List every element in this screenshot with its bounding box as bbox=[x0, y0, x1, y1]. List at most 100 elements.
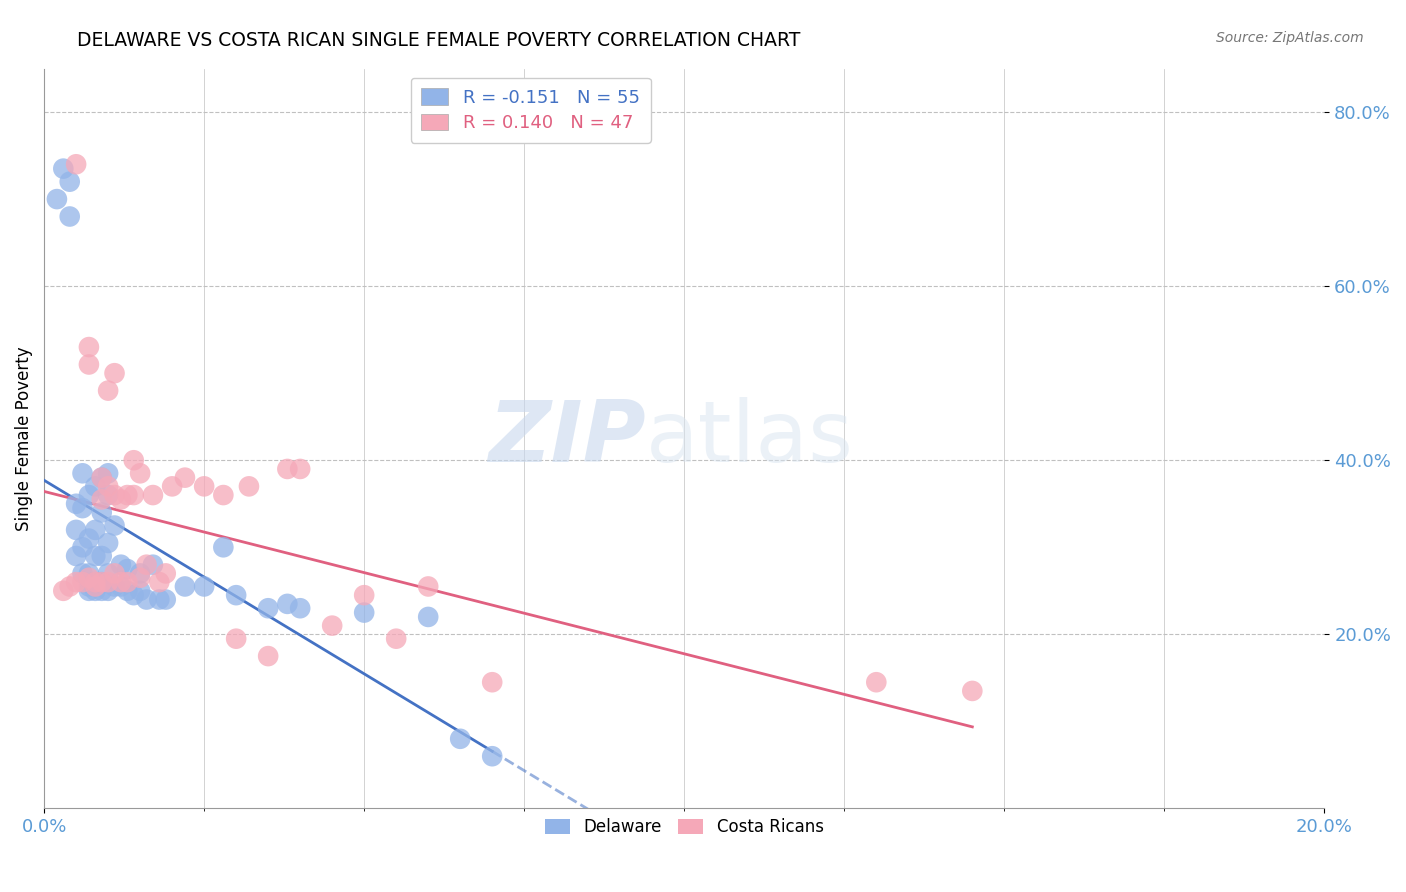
Point bbox=[84, 575, 107, 590]
Point bbox=[103, 518, 125, 533]
Point bbox=[117, 575, 139, 590]
Point bbox=[865, 675, 887, 690]
Point bbox=[288, 462, 311, 476]
Point bbox=[97, 566, 120, 581]
Point bbox=[45, 192, 67, 206]
Point bbox=[117, 488, 139, 502]
Point bbox=[97, 583, 120, 598]
Point bbox=[90, 470, 112, 484]
Point bbox=[77, 579, 100, 593]
Text: ZIP: ZIP bbox=[488, 397, 645, 480]
Point bbox=[110, 492, 132, 507]
Point bbox=[77, 358, 100, 372]
Point bbox=[276, 462, 298, 476]
Point bbox=[122, 588, 145, 602]
Point bbox=[174, 470, 197, 484]
Text: Source: ZipAtlas.com: Source: ZipAtlas.com bbox=[1216, 31, 1364, 45]
Point bbox=[72, 541, 94, 555]
Point bbox=[52, 583, 75, 598]
Point bbox=[212, 541, 235, 555]
Point bbox=[117, 562, 139, 576]
Point bbox=[84, 479, 107, 493]
Point bbox=[77, 583, 100, 598]
Point bbox=[129, 467, 152, 481]
Point bbox=[65, 523, 87, 537]
Point bbox=[142, 558, 165, 572]
Point bbox=[84, 575, 107, 590]
Text: atlas: atlas bbox=[645, 397, 853, 480]
Point bbox=[135, 558, 157, 572]
Point bbox=[117, 583, 139, 598]
Point bbox=[90, 492, 112, 507]
Legend: Delaware, Costa Ricans: Delaware, Costa Ricans bbox=[537, 810, 832, 845]
Point bbox=[129, 583, 152, 598]
Point bbox=[103, 566, 125, 581]
Point bbox=[129, 566, 152, 581]
Point bbox=[288, 601, 311, 615]
Point bbox=[72, 501, 94, 516]
Point bbox=[238, 479, 260, 493]
Point bbox=[65, 575, 87, 590]
Point bbox=[193, 579, 215, 593]
Point bbox=[212, 488, 235, 502]
Point bbox=[148, 592, 170, 607]
Point bbox=[160, 479, 183, 493]
Point bbox=[321, 618, 343, 632]
Point bbox=[65, 497, 87, 511]
Point bbox=[142, 488, 165, 502]
Point bbox=[90, 583, 112, 598]
Point bbox=[65, 157, 87, 171]
Point bbox=[84, 579, 107, 593]
Point bbox=[90, 575, 112, 590]
Point bbox=[72, 575, 94, 590]
Point bbox=[90, 470, 112, 484]
Point bbox=[77, 532, 100, 546]
Point bbox=[84, 549, 107, 563]
Point bbox=[59, 175, 82, 189]
Point bbox=[84, 523, 107, 537]
Point bbox=[122, 488, 145, 502]
Point bbox=[90, 575, 112, 590]
Point bbox=[97, 488, 120, 502]
Point bbox=[155, 592, 177, 607]
Point bbox=[353, 588, 375, 602]
Point bbox=[77, 571, 100, 585]
Point bbox=[72, 566, 94, 581]
Point bbox=[77, 340, 100, 354]
Point bbox=[97, 384, 120, 398]
Point bbox=[962, 684, 984, 698]
Point bbox=[257, 601, 280, 615]
Point bbox=[59, 579, 82, 593]
Point bbox=[52, 161, 75, 176]
Text: DELAWARE VS COSTA RICAN SINGLE FEMALE POVERTY CORRELATION CHART: DELAWARE VS COSTA RICAN SINGLE FEMALE PO… bbox=[77, 31, 800, 50]
Point bbox=[77, 488, 100, 502]
Point bbox=[193, 479, 215, 493]
Point bbox=[135, 592, 157, 607]
Point bbox=[225, 632, 247, 646]
Point bbox=[418, 579, 440, 593]
Point bbox=[90, 549, 112, 563]
Point bbox=[481, 675, 503, 690]
Point bbox=[65, 549, 87, 563]
Point bbox=[353, 606, 375, 620]
Point bbox=[103, 488, 125, 502]
Point bbox=[155, 566, 177, 581]
Y-axis label: Single Female Poverty: Single Female Poverty bbox=[15, 346, 32, 531]
Point bbox=[129, 571, 152, 585]
Point bbox=[276, 597, 298, 611]
Point bbox=[148, 575, 170, 590]
Point bbox=[97, 467, 120, 481]
Point bbox=[77, 566, 100, 581]
Point bbox=[110, 558, 132, 572]
Point bbox=[90, 506, 112, 520]
Point bbox=[174, 579, 197, 593]
Point bbox=[97, 536, 120, 550]
Point bbox=[97, 479, 120, 493]
Point bbox=[84, 583, 107, 598]
Point bbox=[110, 579, 132, 593]
Point bbox=[103, 366, 125, 380]
Point bbox=[418, 610, 440, 624]
Point bbox=[385, 632, 408, 646]
Point bbox=[122, 453, 145, 467]
Point bbox=[449, 731, 471, 746]
